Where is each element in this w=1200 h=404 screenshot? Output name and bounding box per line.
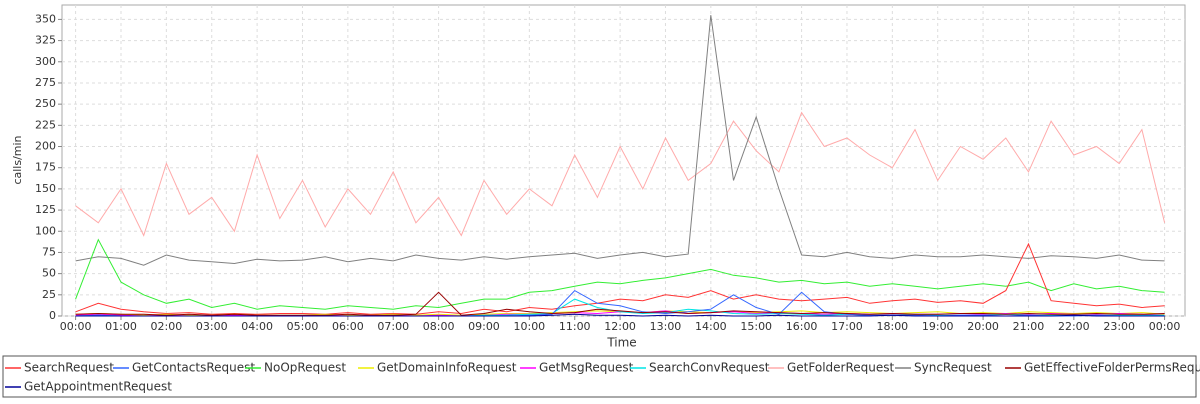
x-tick-label: 03:00 bbox=[196, 320, 228, 333]
legend-label: GetEffectiveFolderPermsRequest bbox=[1024, 361, 1200, 375]
x-tick-label: 05:00 bbox=[287, 320, 319, 333]
x-tick-label: 06:00 bbox=[332, 320, 364, 333]
y-axis-title: calls/min bbox=[11, 135, 24, 184]
x-tick-label: 01:00 bbox=[105, 320, 137, 333]
x-axis-title: Time bbox=[606, 336, 636, 350]
series-line bbox=[75, 238, 1165, 310]
x-tick-label: 04:00 bbox=[241, 320, 273, 333]
y-tick-label: 325 bbox=[35, 34, 56, 47]
y-tick-label: 0 bbox=[49, 309, 56, 322]
legend bbox=[2, 355, 1197, 398]
x-tick-label: 00:00 bbox=[1149, 320, 1181, 333]
y-tick-label: 125 bbox=[35, 203, 56, 216]
x-tick-label: 02:00 bbox=[151, 320, 183, 333]
x-tick-label: 08:00 bbox=[423, 320, 455, 333]
x-tick-label: 12:00 bbox=[604, 320, 636, 333]
y-tick-label: 150 bbox=[35, 182, 56, 195]
series-line bbox=[75, 313, 1165, 317]
y-tick-label: 25 bbox=[42, 288, 56, 301]
y-tick-label: 250 bbox=[35, 97, 56, 110]
x-tick-label: 17:00 bbox=[831, 320, 863, 333]
series-line bbox=[75, 15, 1165, 266]
legend-label: GetDomainInfoRequest bbox=[377, 361, 517, 375]
series-line bbox=[75, 242, 1165, 315]
x-tick-label: 20:00 bbox=[967, 320, 999, 333]
x-tick-label: 07:00 bbox=[377, 320, 409, 333]
y-tick-label: 175 bbox=[35, 161, 56, 174]
y-tick-label: 50 bbox=[42, 267, 56, 280]
x-tick-label: 14:00 bbox=[695, 320, 727, 333]
y-tick-label: 100 bbox=[35, 224, 56, 237]
series-line bbox=[75, 111, 1166, 237]
legend-label: GetMsgRequest bbox=[539, 361, 634, 375]
y-tick-label: 350 bbox=[35, 12, 56, 25]
y-tick-label: 225 bbox=[35, 118, 56, 131]
legend-label: GetAppointmentRequest bbox=[24, 380, 172, 394]
x-tick-label: 18:00 bbox=[876, 320, 908, 333]
y-tick-label: 75 bbox=[42, 245, 56, 258]
x-tick-label: 00:00 bbox=[60, 320, 92, 333]
series-line bbox=[75, 291, 1165, 316]
x-tick-label: 10:00 bbox=[513, 320, 545, 333]
x-tick-label: 19:00 bbox=[922, 320, 954, 333]
legend-label: SyncRequest bbox=[914, 361, 992, 375]
legend-label: GetContactsRequest bbox=[132, 361, 255, 375]
y-tick-label: 200 bbox=[35, 140, 56, 153]
x-tick-label: 11:00 bbox=[559, 320, 591, 333]
x-tick-label: 13:00 bbox=[650, 320, 682, 333]
x-tick-label: 21:00 bbox=[1013, 320, 1045, 333]
legend-label: GetFolderRequest bbox=[787, 361, 895, 375]
plot-area bbox=[61, 4, 1186, 317]
x-tick-label: 09:00 bbox=[468, 320, 500, 333]
x-tick-label: 15:00 bbox=[740, 320, 772, 333]
legend-label: SearchConvRequest bbox=[649, 361, 770, 375]
legend-label: SearchRequest bbox=[24, 361, 114, 375]
legend-label: NoOpRequest bbox=[264, 361, 346, 375]
x-tick-label: 16:00 bbox=[786, 320, 818, 333]
y-tick-label: 300 bbox=[35, 55, 56, 68]
x-tick-label: 23:00 bbox=[1103, 320, 1135, 333]
y-tick-label: 275 bbox=[35, 76, 56, 89]
x-tick-label: 22:00 bbox=[1058, 320, 1090, 333]
